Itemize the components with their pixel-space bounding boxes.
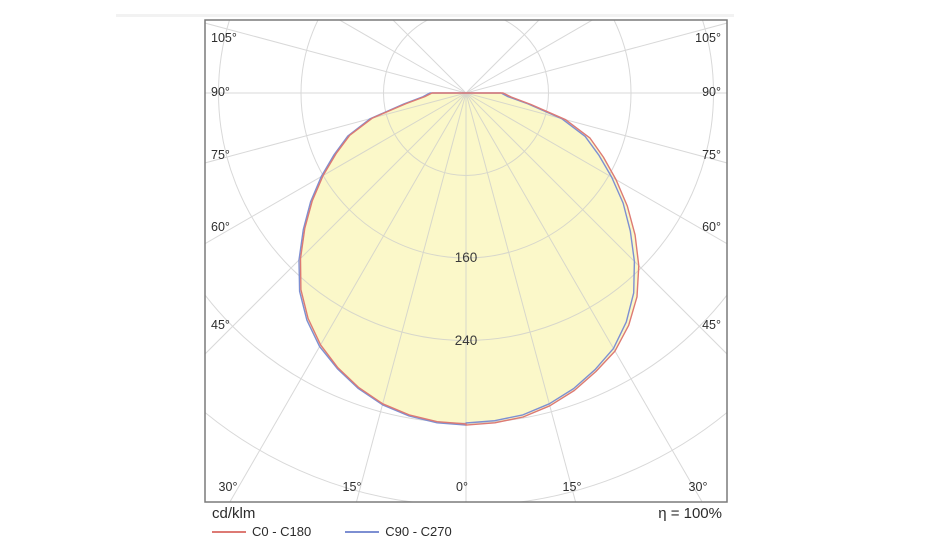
angle-label-bottom: 0° xyxy=(456,480,468,494)
angle-label-left: 105° xyxy=(211,31,237,45)
legend-label-c0-c180: C0 - C180 xyxy=(252,524,312,539)
angle-grid-line xyxy=(465,92,727,355)
angle-grid-line xyxy=(229,92,467,502)
angle-grid-line xyxy=(465,92,577,502)
angle-label-right: 45° xyxy=(702,318,721,332)
angle-label-left: 45° xyxy=(211,318,230,332)
angle-label-right: 75° xyxy=(702,148,721,162)
angle-grid-line xyxy=(205,22,467,94)
angle-label-left: 90° xyxy=(211,85,230,99)
c90-c270-line-swatch xyxy=(345,530,380,533)
angle-label-right: 60° xyxy=(702,220,721,234)
angle-label-bottom: 15° xyxy=(343,480,362,494)
legend: C0 - C180 C90 - C270 xyxy=(212,524,486,539)
angle-label-bottom: 15° xyxy=(563,480,582,494)
plot-border xyxy=(204,19,728,503)
ring-value-label: 160 xyxy=(455,250,478,265)
angle-label-right: 90° xyxy=(702,85,721,99)
ring-grid-line xyxy=(383,20,549,176)
ring-value-label: 240 xyxy=(455,333,478,348)
angle-grid-line xyxy=(465,20,594,94)
legend-label-c90-c270: C90 - C270 xyxy=(385,524,452,539)
ring-grid-line xyxy=(300,20,632,259)
intensity-lobe-fill xyxy=(300,93,639,426)
angle-label-left: 75° xyxy=(211,148,230,162)
angle-grid-line xyxy=(465,22,727,94)
c0-c180-line-swatch xyxy=(212,530,246,533)
angle-grid-line xyxy=(205,92,467,355)
angle-label-bottom: 30° xyxy=(689,480,708,494)
curve-c0-c180 xyxy=(299,92,640,426)
ring-grid-line xyxy=(218,20,714,341)
angle-grid-line xyxy=(338,20,467,94)
angle-grid-line xyxy=(465,92,727,245)
angle-grid-line xyxy=(355,92,467,502)
angle-grid-line xyxy=(205,92,467,164)
efficiency-label: η = 100% xyxy=(658,505,722,522)
angle-label-bottom: 30° xyxy=(219,480,238,494)
angle-grid-line xyxy=(465,92,727,164)
angle-label-right: 105° xyxy=(695,31,721,45)
angle-grid-line xyxy=(465,92,703,502)
scan-artifact-line xyxy=(116,14,734,17)
unit-label: cd/klm xyxy=(212,505,256,522)
angle-grid-line xyxy=(205,92,467,245)
angle-label-left: 60° xyxy=(211,220,230,234)
